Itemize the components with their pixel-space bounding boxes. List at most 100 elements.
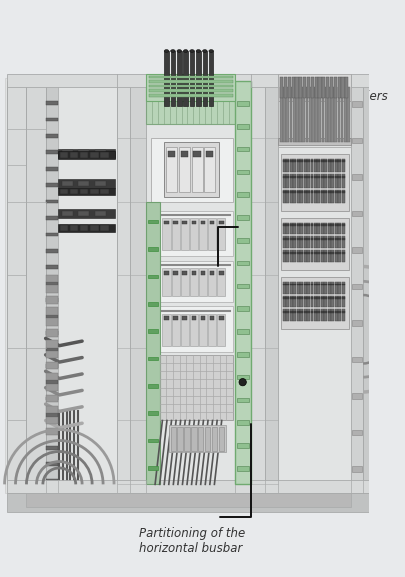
Polygon shape (237, 466, 249, 471)
Polygon shape (324, 238, 327, 240)
Polygon shape (321, 250, 324, 262)
Polygon shape (321, 159, 324, 173)
Polygon shape (46, 275, 58, 282)
Polygon shape (321, 238, 324, 240)
Polygon shape (304, 311, 307, 313)
Polygon shape (311, 238, 313, 240)
Polygon shape (297, 309, 300, 321)
Polygon shape (283, 250, 286, 262)
Polygon shape (286, 252, 289, 253)
Polygon shape (338, 284, 341, 286)
Polygon shape (342, 176, 345, 178)
Polygon shape (46, 308, 58, 314)
Polygon shape (321, 174, 324, 188)
Polygon shape (164, 51, 169, 106)
Polygon shape (151, 138, 232, 201)
Polygon shape (338, 176, 341, 178)
Polygon shape (169, 425, 226, 452)
Polygon shape (237, 170, 249, 174)
Polygon shape (300, 176, 303, 178)
Polygon shape (172, 314, 180, 346)
Polygon shape (324, 192, 327, 193)
Polygon shape (286, 223, 289, 234)
Polygon shape (318, 250, 320, 262)
Polygon shape (58, 209, 115, 218)
Polygon shape (331, 238, 334, 240)
Ellipse shape (190, 50, 194, 53)
Polygon shape (318, 295, 320, 308)
Polygon shape (46, 428, 58, 435)
Polygon shape (304, 160, 307, 162)
Polygon shape (209, 51, 213, 106)
Polygon shape (237, 192, 249, 197)
Polygon shape (286, 250, 289, 262)
Polygon shape (210, 271, 214, 275)
Polygon shape (324, 250, 327, 262)
Polygon shape (46, 430, 58, 433)
Polygon shape (338, 252, 341, 253)
Polygon shape (304, 223, 307, 234)
Polygon shape (342, 190, 345, 203)
Polygon shape (164, 271, 169, 275)
Polygon shape (60, 189, 68, 194)
Polygon shape (166, 147, 177, 192)
Polygon shape (46, 151, 58, 154)
Polygon shape (286, 311, 289, 313)
Polygon shape (307, 190, 310, 203)
Polygon shape (191, 427, 196, 451)
Polygon shape (324, 176, 327, 178)
Polygon shape (290, 159, 293, 173)
Polygon shape (334, 77, 337, 99)
Polygon shape (318, 190, 320, 203)
Polygon shape (300, 295, 303, 308)
Polygon shape (46, 167, 58, 171)
Polygon shape (290, 176, 293, 178)
Polygon shape (46, 340, 58, 347)
Polygon shape (293, 224, 296, 226)
Polygon shape (148, 275, 158, 278)
Polygon shape (314, 223, 317, 234)
Polygon shape (146, 201, 160, 484)
Polygon shape (46, 233, 58, 236)
Ellipse shape (209, 50, 213, 53)
Polygon shape (283, 176, 286, 178)
Polygon shape (318, 238, 320, 240)
Polygon shape (311, 297, 313, 299)
Polygon shape (58, 224, 115, 231)
Polygon shape (4, 78, 365, 493)
Polygon shape (314, 311, 317, 313)
Polygon shape (290, 250, 293, 262)
Polygon shape (286, 295, 289, 308)
Polygon shape (80, 152, 89, 158)
Polygon shape (352, 430, 362, 435)
Polygon shape (293, 282, 296, 294)
Polygon shape (286, 160, 289, 162)
Polygon shape (324, 311, 327, 313)
Polygon shape (314, 297, 317, 299)
Polygon shape (283, 159, 286, 173)
Polygon shape (311, 190, 313, 203)
Polygon shape (297, 159, 300, 173)
Text: Partitioning of the
horizontal busbar: Partitioning of the horizontal busbar (139, 527, 245, 555)
Polygon shape (311, 176, 313, 178)
Ellipse shape (196, 50, 201, 53)
Polygon shape (299, 77, 303, 99)
Polygon shape (283, 160, 286, 162)
Polygon shape (321, 192, 324, 193)
Polygon shape (208, 218, 216, 250)
Ellipse shape (164, 50, 169, 53)
Polygon shape (342, 160, 345, 162)
Polygon shape (283, 297, 286, 299)
Polygon shape (314, 176, 317, 178)
Polygon shape (300, 174, 303, 188)
Polygon shape (219, 220, 224, 224)
Polygon shape (314, 252, 317, 253)
Polygon shape (148, 220, 158, 223)
Polygon shape (237, 238, 249, 242)
Polygon shape (201, 317, 205, 320)
Polygon shape (237, 284, 249, 288)
Polygon shape (95, 181, 106, 186)
Polygon shape (363, 81, 369, 484)
Polygon shape (100, 189, 109, 194)
Polygon shape (335, 224, 338, 226)
